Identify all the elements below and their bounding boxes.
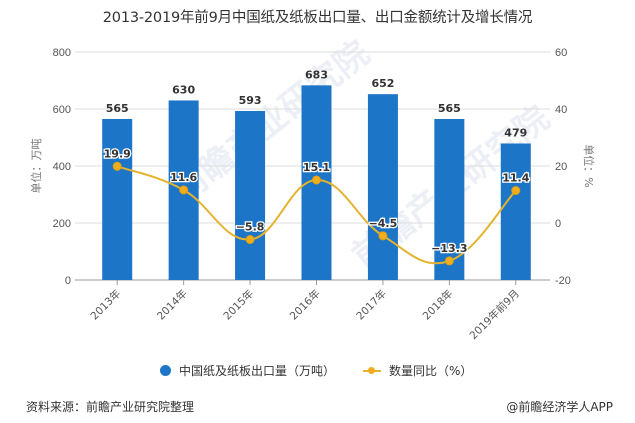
left-tick-label: 0 bbox=[65, 275, 71, 287]
bar[interactable] bbox=[500, 143, 531, 280]
bar[interactable] bbox=[235, 110, 266, 281]
line-point[interactable] bbox=[444, 256, 454, 266]
line-point[interactable] bbox=[378, 231, 388, 241]
x-tick-label: 2018年 bbox=[420, 287, 456, 323]
right-tick-label: 60 bbox=[555, 47, 567, 59]
right-tick-label: 40 bbox=[555, 104, 567, 116]
right-tick-label: 0 bbox=[555, 218, 561, 230]
line-point[interactable] bbox=[312, 175, 321, 185]
left-axis-title: 单位：万吨 bbox=[29, 139, 43, 194]
bar-value-label: 630 bbox=[172, 83, 195, 96]
line-value-label: −13.3 bbox=[431, 242, 467, 255]
legend-bar-label: 中国纸及纸板出口量（万吨） bbox=[179, 364, 336, 378]
line-point[interactable] bbox=[179, 185, 189, 195]
legend-line-label: 数量同比（%） bbox=[389, 364, 473, 378]
x-tick-label: 2013年 bbox=[88, 287, 124, 323]
x-tick-label: 2014年 bbox=[154, 287, 190, 323]
line-value-label: −4.5 bbox=[369, 217, 398, 230]
line-point[interactable] bbox=[245, 235, 255, 245]
chart-title: 2013-2019年前9月中国纸及纸板出口量、出口金额统计及增长情况 bbox=[102, 10, 533, 26]
bar[interactable] bbox=[102, 118, 133, 280]
bar-value-label: 565 bbox=[106, 102, 129, 115]
line-value-label: −5.8 bbox=[236, 221, 265, 234]
right-tick-label: -20 bbox=[555, 275, 571, 287]
left-tick-label: 600 bbox=[53, 104, 71, 116]
line-value-label: 11.4 bbox=[502, 172, 529, 185]
x-tick-label: 2016年 bbox=[287, 287, 323, 323]
chart: 0 200 400 600 800 -20 0 20 40 60 565 630 593 683 652… bbox=[29, 47, 596, 342]
left-tick-label: 200 bbox=[53, 218, 71, 230]
left-tick-label: 800 bbox=[53, 47, 71, 59]
bar-value-label: 652 bbox=[371, 77, 394, 90]
line-value-label: 15.1 bbox=[303, 161, 330, 174]
brand-credit: @前瞻经济学人APP bbox=[506, 400, 613, 414]
x-tick-label: 2017年 bbox=[354, 287, 390, 323]
line-point[interactable] bbox=[112, 161, 122, 171]
bar-value-label: 479 bbox=[504, 126, 527, 139]
bar-value-label: 565 bbox=[438, 102, 461, 115]
right-axis-ticks: -20 0 20 40 60 bbox=[555, 47, 571, 287]
legend-line-swatch-icon bbox=[363, 365, 382, 376]
source-note: 资料来源：前瞻产业研究院整理 bbox=[26, 400, 195, 414]
legend: 中国纸及纸板出口量（万吨） 数量同比（%） bbox=[160, 362, 500, 379]
legend-item-export-volume[interactable]: 中国纸及纸板出口量（万吨） bbox=[160, 362, 335, 379]
x-tick-label: 2015年 bbox=[221, 287, 257, 323]
line-value-label: 19.9 bbox=[104, 147, 131, 160]
x-axis: 2013年 2014年 2015年 2016年 2017年 2018年 2019年前9月 bbox=[88, 280, 522, 342]
line-series: 19.9 11.6 −5.8 15.1 −4.5 −13.3 11.4 bbox=[102, 146, 531, 266]
legend-item-yoy[interactable]: 数量同比（%） bbox=[363, 362, 472, 379]
bar[interactable] bbox=[434, 118, 465, 280]
bar-value-label: 593 bbox=[239, 94, 262, 107]
bar-labels: 565 630 593 683 652 565 479 bbox=[106, 68, 528, 139]
line-point[interactable] bbox=[511, 186, 521, 196]
legend-bar-swatch-icon bbox=[160, 365, 171, 376]
line-value-label: 11.6 bbox=[170, 171, 197, 184]
x-tick-label: 2019年前9月 bbox=[467, 287, 522, 342]
right-tick-label: 20 bbox=[555, 161, 567, 173]
left-tick-label: 400 bbox=[53, 161, 71, 173]
left-axis-ticks: 0 200 400 600 800 bbox=[53, 47, 71, 287]
bar[interactable] bbox=[367, 94, 398, 281]
bar-value-label: 683 bbox=[305, 68, 328, 81]
right-axis-title: 单位：% bbox=[582, 144, 596, 187]
